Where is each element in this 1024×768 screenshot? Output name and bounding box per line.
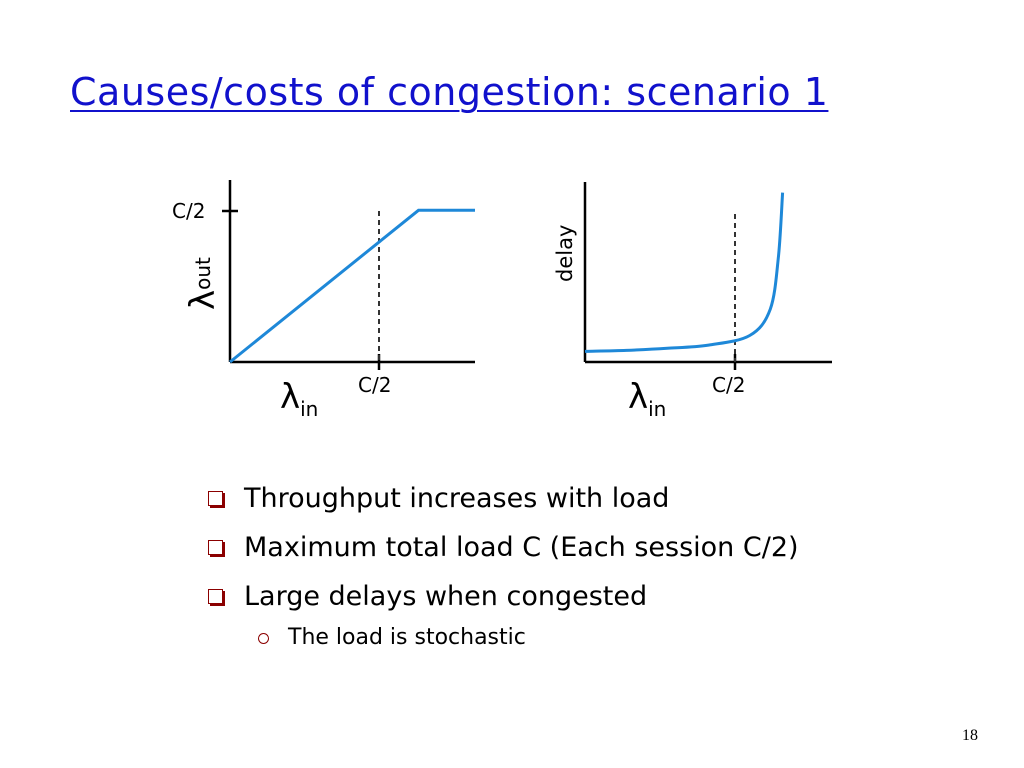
sub-bullet-text: The load is stochastic — [288, 625, 526, 650]
bullet-item: Large delays when congested — [208, 572, 799, 621]
bullet-text: Large delays when congested — [244, 581, 648, 612]
circle-bullet-icon — [258, 633, 269, 644]
delay-chart: delay C/2 λin — [553, 182, 832, 421]
y-axis-label: λout — [183, 257, 223, 310]
y-axis-symbol: λ — [183, 290, 223, 310]
x-axis-label: λin — [280, 377, 318, 421]
bullet-list: Throughput increases with load Maximum t… — [208, 474, 799, 655]
series-line — [584, 192, 785, 353]
square-bullet-icon — [208, 540, 223, 555]
bullet-item: Maximum total load C (Each session C/2) — [208, 523, 799, 572]
x-axis-label: λin — [628, 377, 666, 421]
y-axis-label: delay — [553, 225, 577, 282]
x-tick-label: C/2 — [358, 373, 391, 397]
throughput-chart: C/2 C/2 λin λout — [172, 180, 475, 421]
series-line — [229, 208, 475, 364]
y-axis-subscript: out — [191, 257, 215, 290]
x-axis-subscript: in — [300, 397, 318, 421]
bullet-text: Throughput increases with load — [244, 483, 670, 514]
square-bullet-icon — [208, 491, 223, 506]
bullet-text: Maximum total load C (Each session C/2) — [244, 532, 799, 563]
x-axis-symbol: λ — [280, 377, 300, 417]
x-axis-subscript: in — [648, 397, 666, 421]
square-bullet-icon — [208, 589, 223, 604]
x-axis-symbol: λ — [628, 377, 648, 417]
x-tick-label: C/2 — [712, 373, 745, 397]
sub-bullet-item: The load is stochastic — [208, 621, 799, 655]
y-tick-label: C/2 — [172, 199, 205, 223]
slide-title: Causes/costs of congestion: scenario 1 — [70, 70, 829, 114]
page-number: 18 — [962, 727, 978, 744]
bullet-item: Throughput increases with load — [208, 474, 799, 523]
